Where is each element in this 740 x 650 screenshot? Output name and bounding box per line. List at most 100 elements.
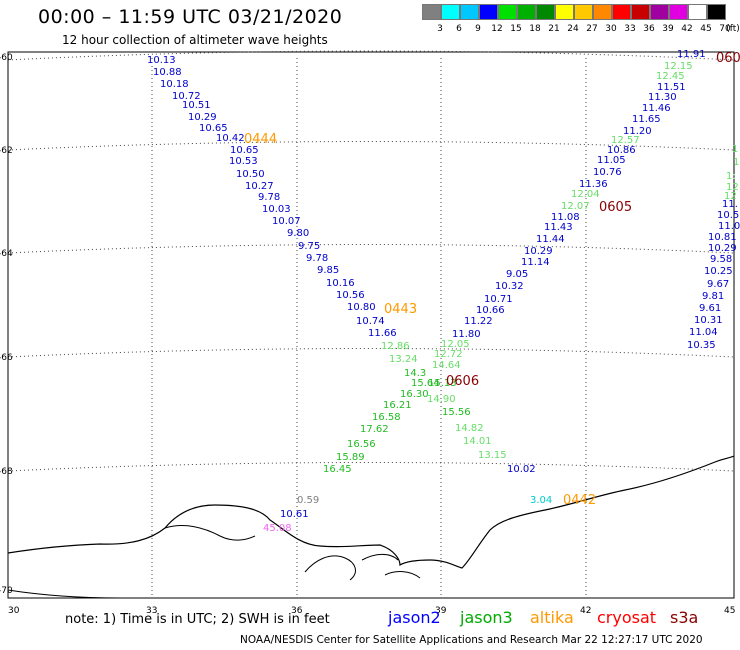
swh-value-label: 10.16 — [326, 278, 355, 289]
swh-value-label: 12.86 — [381, 341, 410, 352]
map-subtitle: 12 hour collection of altimeter wave hei… — [62, 33, 328, 47]
scale-swatch — [498, 4, 517, 20]
swh-value-label: 16.45 — [323, 464, 352, 475]
swh-value-label: 11.44 — [536, 234, 565, 245]
lat-tick-label: -70 — [0, 586, 13, 596]
coastline-inner — [7, 589, 121, 599]
scale-label: 70 — [719, 24, 731, 34]
swh-value-label: 17.62 — [360, 424, 389, 435]
swh-value-label: 15.89 — [336, 452, 365, 463]
swh-value-label: 10.29 — [524, 246, 553, 257]
swh-value-label: 10.18 — [160, 79, 189, 90]
swh-value-label: 11.04 — [689, 327, 718, 338]
swh-value-label: 9.67 — [707, 279, 729, 290]
swh-value-label: 10.74 — [356, 316, 385, 327]
pass-time-label: 060 — [716, 51, 740, 66]
footnote: note: 1) Time is in UTC; 2) SWH is in fe… — [65, 612, 330, 627]
scale-label: 6 — [456, 24, 462, 34]
swh-value-label: 1 — [732, 144, 738, 155]
swh-value-label: 10.03 — [262, 204, 291, 215]
lat-tick-label: -66 — [0, 353, 13, 363]
swh-value-label: 10.56 — [336, 290, 365, 301]
swh-value-label: 10.42 — [216, 133, 245, 144]
pass-time-label: 0605 — [599, 200, 632, 215]
scale-swatch — [479, 4, 498, 20]
scale-swatch — [593, 4, 612, 20]
scale-swatch — [422, 4, 441, 20]
pass-time-label: 0606 — [446, 374, 479, 389]
swh-value-label: 11.08 — [551, 212, 580, 223]
swh-value-label: 12.04 — [571, 189, 600, 200]
legend-item-cryosat: cryosat — [597, 608, 657, 627]
graticule-parallel — [7, 244, 735, 254]
lon-tick-label: 36 — [291, 606, 303, 616]
scale-swatch — [650, 4, 669, 20]
swh-value-label: 14.90 — [427, 394, 456, 405]
swh-value-label: 13.15 — [478, 450, 507, 461]
scale-swatch — [612, 4, 631, 20]
swh-value-label: 16.58 — [372, 412, 401, 423]
swh-value-label: 14.01 — [463, 436, 492, 447]
swh-value-label: 10.50 — [236, 169, 265, 180]
swh-value-label: 11.43 — [544, 222, 573, 233]
swh-value-label: 12.72 — [434, 349, 463, 360]
lon-tick-label: 33 — [146, 606, 157, 616]
swh-value-label: 10.5 — [717, 210, 739, 221]
swh-value-label: 9.78 — [258, 192, 280, 203]
swh-value-label: 10.32 — [495, 281, 524, 292]
swh-value-label: 9.78 — [306, 253, 328, 264]
scale-label: 30 — [605, 24, 617, 34]
lon-tick-label: 30 — [8, 606, 20, 616]
swh-value-label: 10.88 — [153, 67, 182, 78]
scale-label: 45 — [700, 24, 712, 34]
swh-value-label: 11.80 — [452, 329, 481, 340]
swh-value-label: 16.30 — [400, 389, 429, 400]
lat-tick-label: -60 — [0, 53, 13, 63]
swh-value-label: 10.80 — [347, 302, 376, 313]
lat-tick-label: -62 — [0, 146, 13, 156]
swh-value-label: 11.22 — [464, 316, 493, 327]
swh-value-label: 15.64 — [411, 378, 440, 389]
swh-value-label: 10.13 — [147, 55, 176, 66]
scale-swatch — [688, 4, 707, 20]
swh-value-label: 0.59 — [297, 495, 319, 506]
scale-unit: (ft) — [726, 24, 740, 34]
swh-value-label: 11.30 — [648, 92, 677, 103]
swh-value-label: 10.53 — [229, 156, 258, 167]
swh-value-label: 11.91 — [677, 49, 706, 60]
coastline-inner — [164, 525, 256, 541]
swh-value-label: 11.46 — [642, 103, 671, 114]
swh-value-label: 16.21 — [383, 400, 412, 411]
scale-swatch — [555, 4, 574, 20]
swh-value-label: 11.04 — [718, 221, 740, 232]
swh-value-label: 10.61 — [280, 509, 309, 520]
swh-value-label: 10.51 — [182, 100, 211, 111]
map-title: 00:00 – 11:59 UTC 03/21/2020 — [38, 6, 343, 28]
swh-value-label: 9.75 — [298, 241, 320, 252]
coastline-inner — [304, 555, 356, 581]
swh-value-label: 11. — [722, 199, 738, 210]
scale-swatch — [441, 4, 460, 20]
swh-value-label: 11.14 — [521, 257, 550, 268]
swh-value-label: 9.05 — [506, 269, 528, 280]
swh-value-label: 10.31 — [694, 315, 723, 326]
swh-value-label: 11.20 — [623, 126, 652, 137]
pass-time-label: 0442 — [563, 493, 596, 508]
swh-value-label: 11.36 — [579, 179, 608, 190]
swh-value-label: 13.24 — [389, 354, 418, 365]
swh-value-label: 10.66 — [476, 305, 505, 316]
swh-value-label: 14.64 — [432, 360, 461, 371]
pass-time-label: 0444 — [244, 132, 277, 147]
swh-value-label: 10.76 — [593, 167, 622, 178]
swh-value-label: 10.71 — [484, 294, 513, 305]
legend-item-jason2: jason2 — [388, 608, 441, 627]
scale-label: 12 — [491, 24, 503, 34]
scale-swatch — [517, 4, 536, 20]
scale-label: 33 — [624, 24, 636, 34]
swh-value-label: 10.72 — [172, 91, 201, 102]
scale-swatch — [536, 4, 555, 20]
lon-tick-label: 45 — [724, 606, 735, 616]
swh-value-label: 10.02 — [507, 464, 536, 475]
lon-tick-label: 39 — [435, 606, 447, 616]
